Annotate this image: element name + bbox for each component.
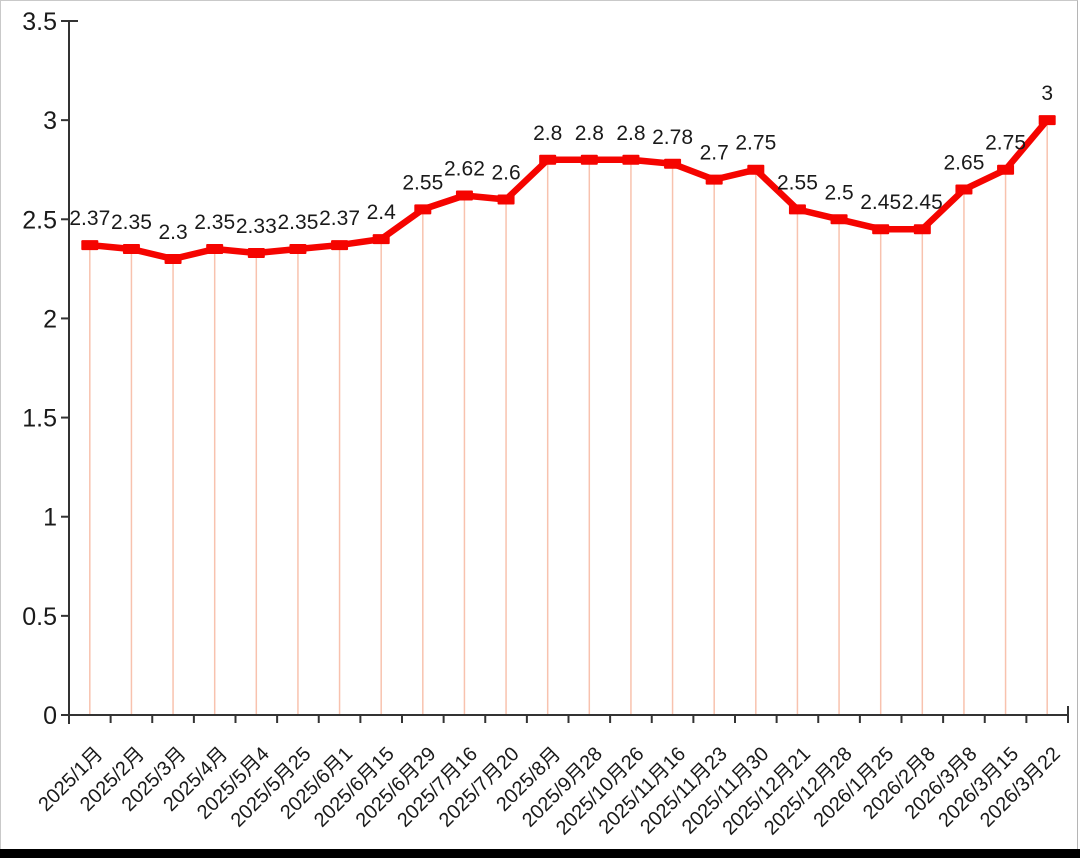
data-label: 2.75 [735,132,776,155]
data-point [913,224,931,235]
data-label: 2.75 [985,132,1026,155]
data-point [580,154,598,165]
data-point [872,224,890,235]
y-tick-label: 0 [43,702,57,730]
axis-lines [68,20,1069,724]
data-point [830,214,848,225]
y-tick-label: 2.5 [22,206,57,234]
y-tick-label: 1 [43,504,57,532]
data-label: 2.35 [111,211,152,234]
data-point [455,190,473,201]
markers-group [81,115,1056,264]
data-label: 2.45 [860,191,901,214]
data-point [622,154,640,165]
data-point [331,240,349,251]
y-axis-group: 0 0.5 1 1.5 2 2.5 3 3.5 [22,8,69,730]
data-point [289,244,307,255]
x-axis-group [109,715,1069,723]
data-label: 2.37 [319,207,360,230]
data-point [539,154,557,165]
data-label: 2.33 [236,215,277,238]
data-point [414,204,432,215]
data-label: 2.45 [902,191,943,214]
data-point [664,158,682,169]
data-point [747,164,765,175]
data-point [497,194,515,205]
y-tick-label: 3.5 [22,8,57,36]
data-label: 2.3 [158,221,187,244]
data-label: 2.37 [69,207,110,230]
series-line [86,116,1051,263]
data-label: 2.62 [444,157,485,180]
data-point [206,244,224,255]
data-label: 2.8 [533,122,562,145]
data-point [955,184,973,195]
y-tick-label: 2 [43,305,57,333]
data-label: 2.35 [278,211,319,234]
data-label: 2.35 [194,211,235,234]
data-label: 2.78 [652,126,693,149]
y-tick-label: 3 [43,107,57,135]
data-point [1038,115,1056,126]
y-tick-label: 1.5 [22,405,57,433]
data-label: 2.5 [824,181,853,204]
data-point [122,244,140,255]
data-point [247,247,265,258]
data-label: 2.55 [777,171,818,194]
data-label: 2.8 [616,122,645,145]
value-labels-group: 2.37 2.35 2.3 2.35 2.33 2.35 2.37 2.42.552.62 2.… [69,82,1053,244]
data-point [372,234,390,245]
drop-lines-group [89,120,1048,714]
data-point [997,164,1015,175]
x-labels-group: 2025/1月2025/2月2025/3月2025/4月2025/5月42025… [34,743,1064,840]
data-label: 2.4 [367,201,397,224]
data-label: 2.65 [944,152,985,175]
bottom-black-bar [0,849,1080,858]
data-point [81,240,99,251]
y-tick-label: 0.5 [22,603,57,631]
data-label: 2.55 [402,171,443,194]
data-label: 2.7 [700,142,729,165]
data-point [705,174,723,185]
data-label: 2.6 [491,161,520,184]
data-point [164,253,182,264]
data-point [788,204,806,215]
data-label: 3 [1041,82,1053,105]
data-label: 2.8 [575,122,604,145]
